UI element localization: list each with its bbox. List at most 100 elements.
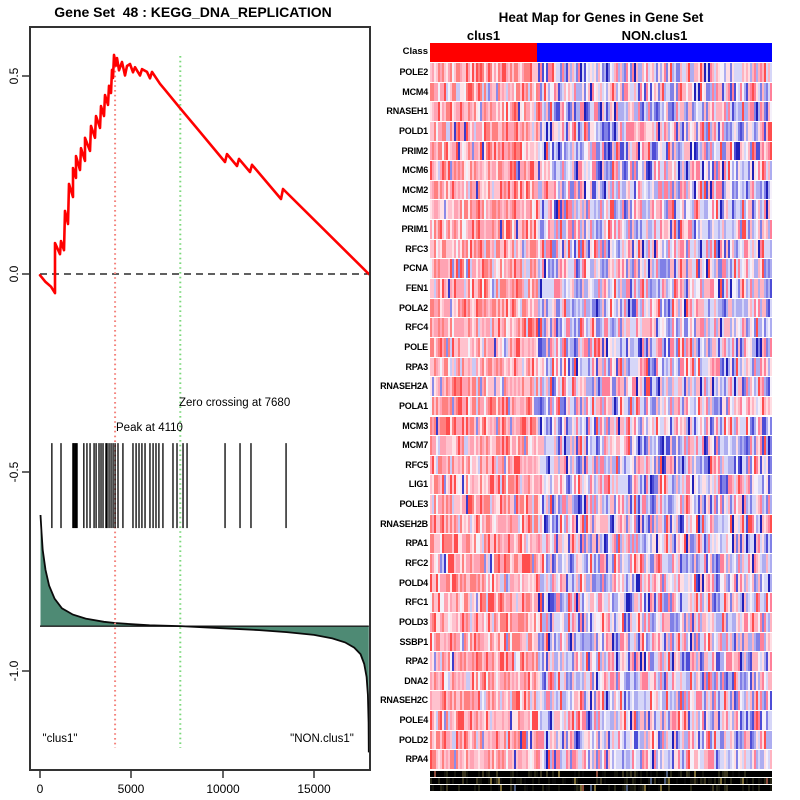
heatmap-cell [628, 220, 630, 239]
heatmap-cell [600, 495, 602, 514]
heatmap-cell [536, 220, 538, 239]
heatmap-cell [472, 495, 474, 514]
heatmap-cell [440, 141, 442, 161]
heatmap-cell [750, 436, 752, 455]
heatmap-cell [632, 553, 634, 573]
heatmap-cell [588, 573, 590, 593]
heatmap-cell [728, 180, 730, 200]
heatmap-cell [606, 180, 608, 200]
heatmap-cell [762, 279, 764, 298]
heatmap-cell [586, 436, 588, 455]
heatmap-cell [442, 121, 444, 141]
heatmap-cell [560, 377, 562, 396]
heatmap-cell [516, 475, 518, 495]
heatmap-cell [766, 239, 768, 259]
heatmap-cell [436, 337, 438, 357]
heatmap-cell [602, 416, 604, 436]
heatmap-cell [718, 200, 720, 220]
heatmap-cell [444, 121, 446, 141]
zero-crossing-annotation: Zero crossing at 7680 [179, 397, 290, 409]
heatmap-cell [552, 102, 554, 121]
heatmap-cell [762, 436, 764, 455]
heatmap-cell [622, 239, 624, 259]
heatmap-cell [750, 259, 752, 278]
heatmap-cell [532, 102, 534, 121]
heatmap-cell [502, 180, 504, 200]
heatmap-cell [510, 161, 512, 180]
heatmap-cell [604, 377, 606, 396]
heatmap-cell [478, 161, 480, 180]
heatmap-cell [456, 396, 458, 416]
heatmap-cell [436, 63, 438, 82]
heatmap-cell [588, 593, 590, 612]
heatmap-cell [476, 475, 478, 495]
heatmap-cell [534, 63, 536, 82]
heatmap-cell [574, 593, 576, 612]
heatmap-cell [584, 141, 586, 161]
heatmap-cell [768, 573, 770, 593]
heatmap-cell [586, 200, 588, 220]
heatmap-cell [704, 495, 706, 514]
heatmap-cell [602, 259, 604, 278]
heatmap-cell [750, 593, 752, 612]
heatmap-cell [610, 534, 612, 553]
heatmap-cell [500, 612, 502, 632]
heatmap-cell [628, 593, 630, 612]
heatmap-cell [510, 279, 512, 298]
heatmap-cell [592, 121, 594, 141]
heatmap-cell [758, 180, 760, 200]
heatmap-cell [620, 63, 622, 82]
heatmap-cell [716, 416, 718, 436]
heatmap-cell [662, 396, 664, 416]
heatmap-cell [668, 396, 670, 416]
heatmap-cell [684, 337, 686, 357]
heatmap-cell [554, 141, 556, 161]
heatmap-cell [486, 455, 488, 475]
heatmap-cell [644, 396, 646, 416]
heatmap-cell [568, 279, 570, 298]
heatmap-cell [610, 593, 612, 612]
heatmap-cell [670, 200, 672, 220]
heatmap-cell [446, 279, 448, 298]
heatmap-cell [702, 298, 704, 318]
heatmap-cell [648, 573, 650, 593]
heatmap-cell [522, 495, 524, 514]
gene-label-MCM7: MCM7 [402, 440, 428, 451]
heatmap-cell [654, 475, 656, 495]
heatmap-cell [726, 436, 728, 455]
heatmap-cell [610, 553, 612, 573]
heatmap-cell [548, 141, 550, 161]
heatmap-cell [436, 396, 438, 416]
heatmap-cell [764, 573, 766, 593]
heatmap-cell [754, 298, 756, 318]
heatmap-cell [768, 63, 770, 82]
heatmap-cell [626, 220, 628, 239]
heatmap-cell [652, 161, 654, 180]
heatmap-cell [500, 455, 502, 475]
heatmap-cell [670, 377, 672, 396]
heatmap-cell [746, 121, 748, 141]
heatmap-cell [652, 573, 654, 593]
heatmap-cell [732, 161, 734, 180]
heatmap-cell [486, 239, 488, 259]
heatmap-cell [720, 298, 722, 318]
heatmap-cell [468, 141, 470, 161]
heatmap-cell [644, 357, 646, 377]
heatmap-cell [556, 220, 558, 239]
heatmap-cell [568, 298, 570, 318]
heatmap-cell [474, 573, 476, 593]
heatmap-cell [590, 180, 592, 200]
heatmap-cell [734, 357, 736, 377]
heatmap-cell [610, 377, 612, 396]
heatmap-cell [770, 141, 772, 161]
heatmap-cell [582, 475, 584, 495]
heatmap-cell [720, 239, 722, 259]
heatmap-cell [596, 121, 598, 141]
heatmap-cell [556, 63, 558, 82]
heatmap-cell [714, 180, 716, 200]
heatmap-cell [644, 337, 646, 357]
heatmap-cell [624, 298, 626, 318]
heatmap-cell [656, 318, 658, 337]
heatmap-cell [756, 416, 758, 436]
heatmap-cell [594, 279, 596, 298]
